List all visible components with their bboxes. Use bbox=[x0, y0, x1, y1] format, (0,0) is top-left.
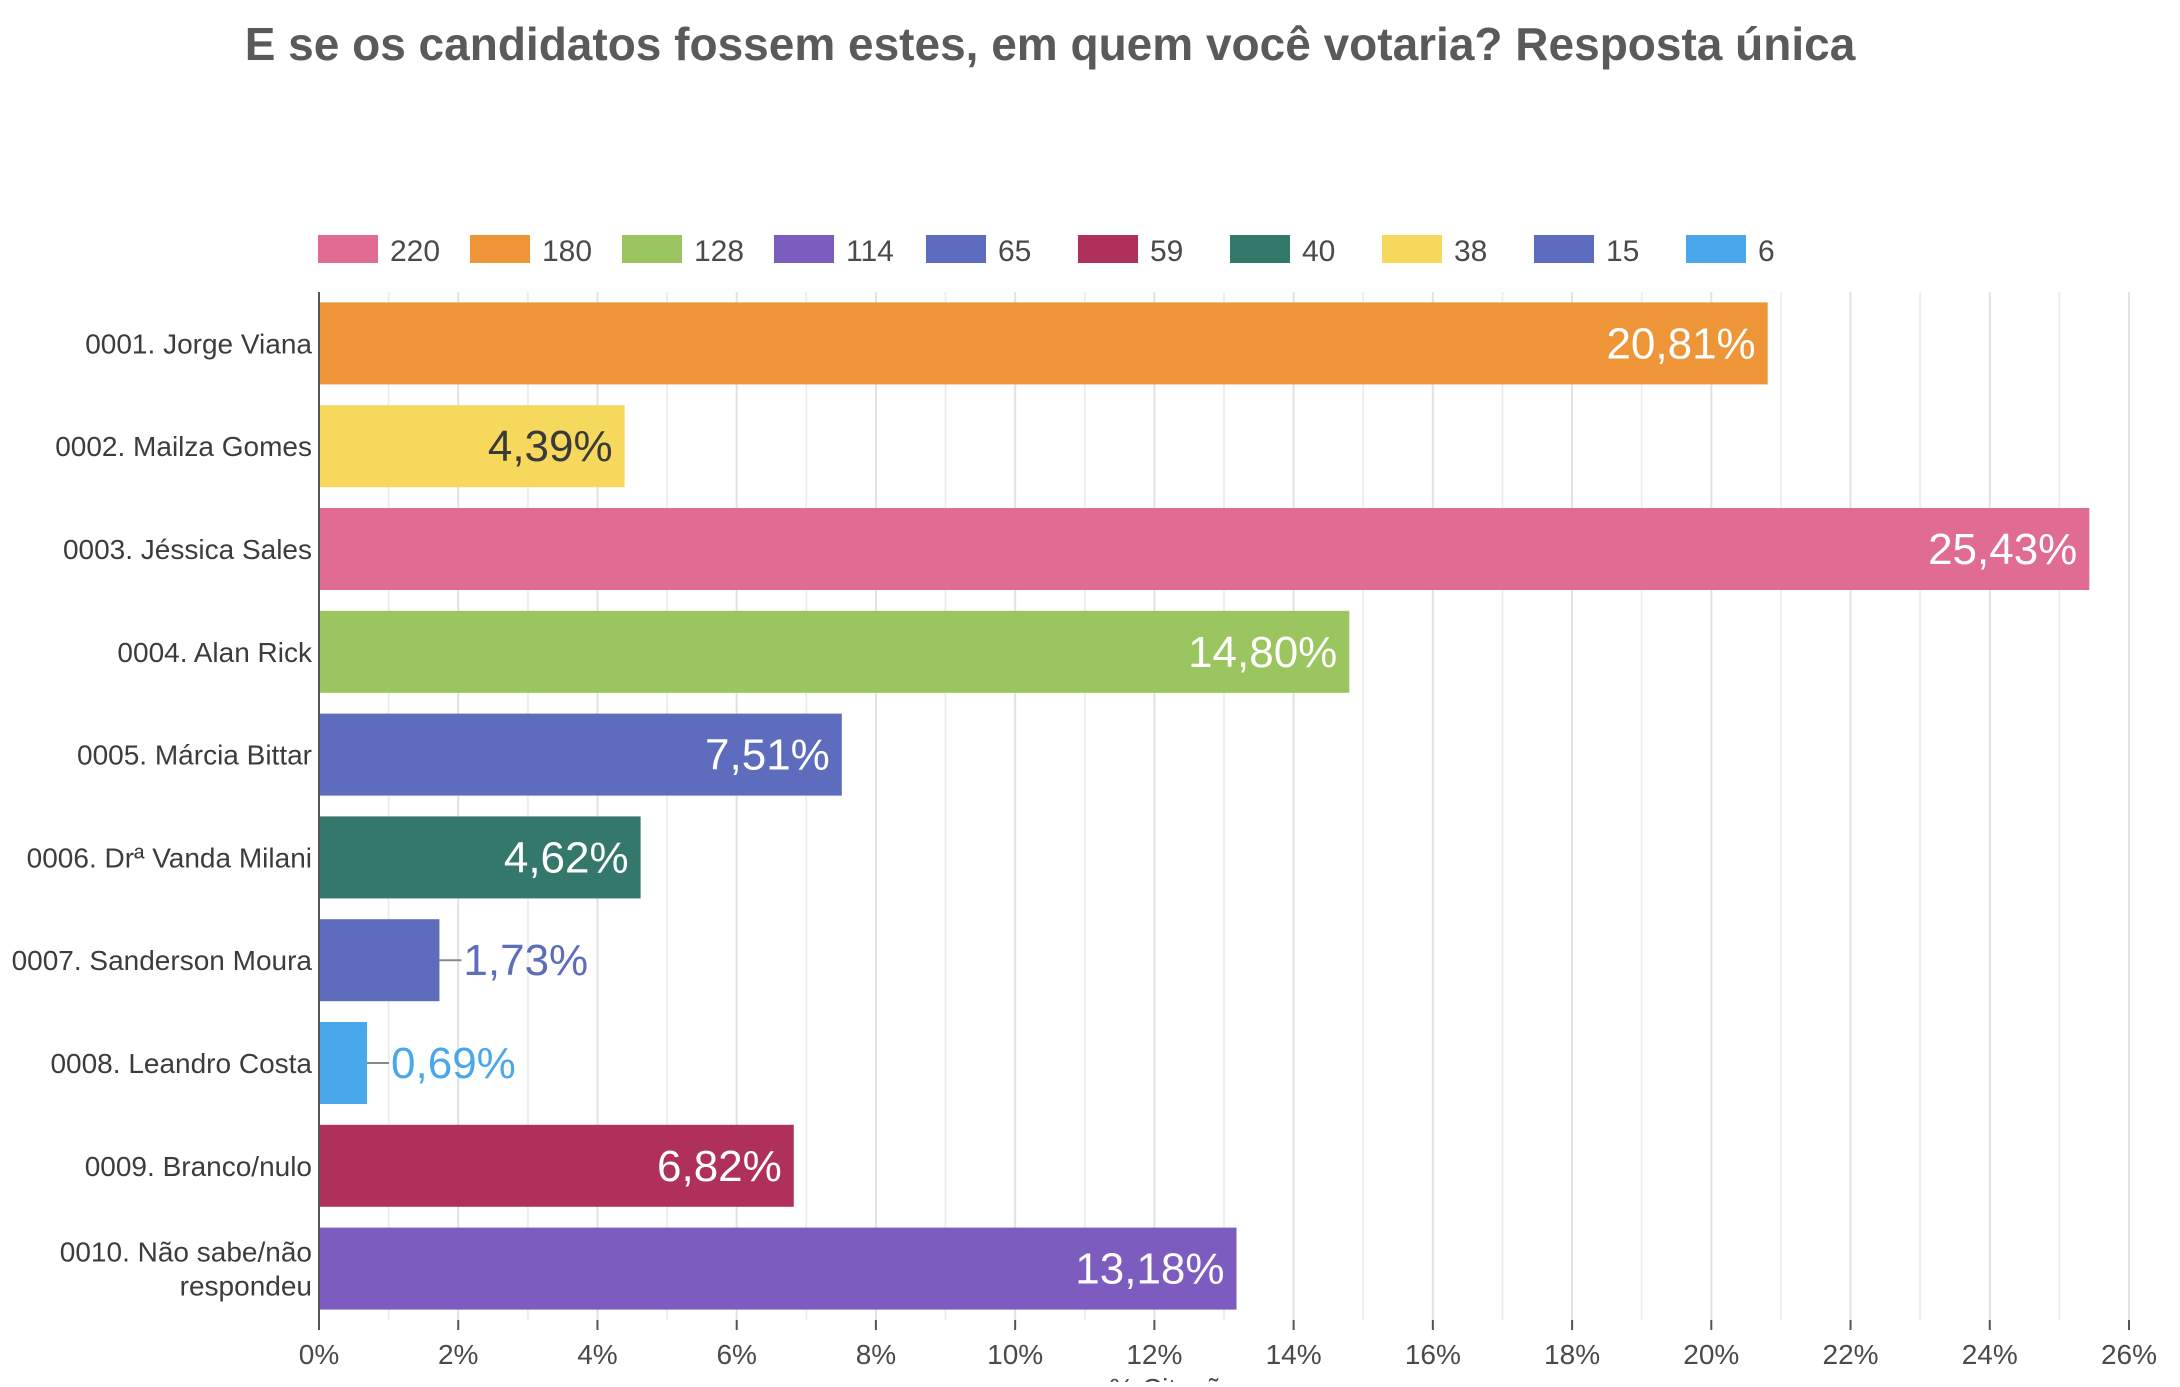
legend-label: 65 bbox=[998, 235, 1031, 268]
bar-value-label: 1,73% bbox=[463, 936, 588, 985]
category-label-line: 0005. Márcia Bittar bbox=[77, 740, 312, 771]
category-label-line: respondeu bbox=[180, 1271, 312, 1302]
legend-swatch bbox=[926, 235, 986, 263]
x-tick-label: 14% bbox=[1266, 1339, 1322, 1370]
legend-label: 40 bbox=[1302, 235, 1335, 268]
bar-value-label: 0,69% bbox=[391, 1039, 516, 1088]
category-label: 0001. Jorge Viana bbox=[85, 328, 312, 359]
category-label-line: 0007. Sanderson Moura bbox=[12, 945, 313, 976]
legend-swatch bbox=[1078, 235, 1138, 263]
bar bbox=[319, 1124, 794, 1207]
bar-value-label: 20,81% bbox=[1606, 319, 1755, 368]
x-tick-label: 20% bbox=[1683, 1339, 1739, 1370]
bar-value-label: 4,62% bbox=[504, 833, 629, 882]
category-label-line: 0008. Leandro Costa bbox=[50, 1048, 312, 1079]
bar bbox=[319, 508, 2090, 590]
legend-swatch bbox=[774, 235, 834, 263]
legend-swatch bbox=[318, 235, 378, 263]
category-label: 0005. Márcia Bittar bbox=[77, 740, 312, 771]
category-label: 0006. Drª Vanda Milani bbox=[27, 842, 312, 873]
category-label-line: 0003. Jéssica Sales bbox=[63, 534, 312, 565]
bar bbox=[319, 1227, 1237, 1310]
category-label: 0004. Alan Rick bbox=[117, 637, 313, 668]
category-label-line: 0004. Alan Rick bbox=[117, 637, 313, 668]
bar bbox=[319, 1022, 368, 1104]
bar bbox=[319, 919, 440, 1002]
category-label-line: 0010. Não sabe/não bbox=[60, 1237, 312, 1268]
bar-value-label: 25,43% bbox=[1928, 525, 2077, 574]
bar bbox=[319, 610, 1350, 693]
x-tick-label: 18% bbox=[1544, 1339, 1600, 1370]
x-tick-label: 16% bbox=[1405, 1339, 1461, 1370]
bar-value-label: 7,51% bbox=[705, 731, 830, 780]
category-label-line: 0006. Drª Vanda Milani bbox=[27, 842, 312, 873]
bars: 20,81% 4,39% 25,43% 14,80% 7,51% 4,62% 1,73% 0,… bbox=[319, 302, 2090, 1310]
x-tick-label: 22% bbox=[1823, 1339, 1879, 1370]
x-tick-label: 12% bbox=[1126, 1339, 1182, 1370]
legend-swatch bbox=[470, 235, 530, 263]
legend-label: 6 bbox=[1758, 235, 1775, 268]
x-tick-label: 2% bbox=[438, 1339, 478, 1370]
category-label-line: 0009. Branco/nulo bbox=[85, 1151, 312, 1182]
legend-label: 180 bbox=[542, 235, 592, 268]
bar-value-label: 4,39% bbox=[488, 422, 613, 471]
legend-swatch bbox=[1382, 235, 1442, 263]
x-axis-label: % Citações bbox=[1109, 1373, 1251, 1382]
category-label: 0009. Branco/nulo bbox=[85, 1151, 312, 1182]
category-label: 0003. Jéssica Sales bbox=[63, 534, 312, 565]
category-label: 0002. Mailza Gomes bbox=[55, 431, 312, 462]
category-label: 0010. Não sabe/não respondeu bbox=[60, 1237, 312, 1302]
legend-swatch bbox=[1230, 235, 1290, 263]
legend-swatch bbox=[1686, 235, 1746, 263]
x-tick-label: 26% bbox=[2101, 1339, 2157, 1370]
x-axis: 0% 2% 4% 6% 8% 10% 12% 14% 16% 18% 20% 22% 24% 26% bbox=[299, 1320, 2157, 1370]
x-tick-label: 4% bbox=[577, 1339, 617, 1370]
legend-label: 114 bbox=[846, 235, 894, 268]
legend-label: 59 bbox=[1150, 235, 1183, 268]
bar bbox=[319, 302, 1768, 385]
bar-value-label: 13,18% bbox=[1075, 1245, 1224, 1294]
bar bbox=[319, 405, 625, 488]
x-tick-label: 0% bbox=[299, 1339, 339, 1370]
legend-label: 220 bbox=[390, 235, 440, 268]
x-tick-label: 24% bbox=[1962, 1339, 2018, 1370]
y-axis: 0001. Jorge Viana 0002. Mailza Gomes 0003.… bbox=[12, 292, 320, 1330]
category-label: 0007. Sanderson Moura bbox=[12, 945, 313, 976]
x-tick-label: 6% bbox=[716, 1339, 756, 1370]
x-tick-label: 8% bbox=[856, 1339, 896, 1370]
bar bbox=[319, 816, 641, 899]
bar-value-label: 6,82% bbox=[657, 1142, 782, 1191]
category-label-line: 0001. Jorge Viana bbox=[85, 328, 312, 359]
legend-label: 38 bbox=[1454, 235, 1487, 268]
category-label-line: 0002. Mailza Gomes bbox=[55, 431, 312, 462]
chart-title: E se os candidatos fossem estes, em quem… bbox=[245, 18, 1856, 70]
bar bbox=[319, 713, 842, 796]
legend-swatch bbox=[1534, 235, 1594, 263]
x-tick-label: 10% bbox=[987, 1339, 1043, 1370]
minor-gridlines bbox=[387, 292, 2061, 1320]
bar-value-label: 14,80% bbox=[1188, 628, 1337, 677]
legend-label: 15 bbox=[1606, 235, 1639, 268]
category-label: 0008. Leandro Costa bbox=[50, 1048, 312, 1079]
legend-label: 128 bbox=[694, 235, 744, 268]
legend: 220 180 128 114 65 59 40 38 15 6 bbox=[318, 235, 1775, 268]
legend-swatch bbox=[622, 235, 682, 263]
